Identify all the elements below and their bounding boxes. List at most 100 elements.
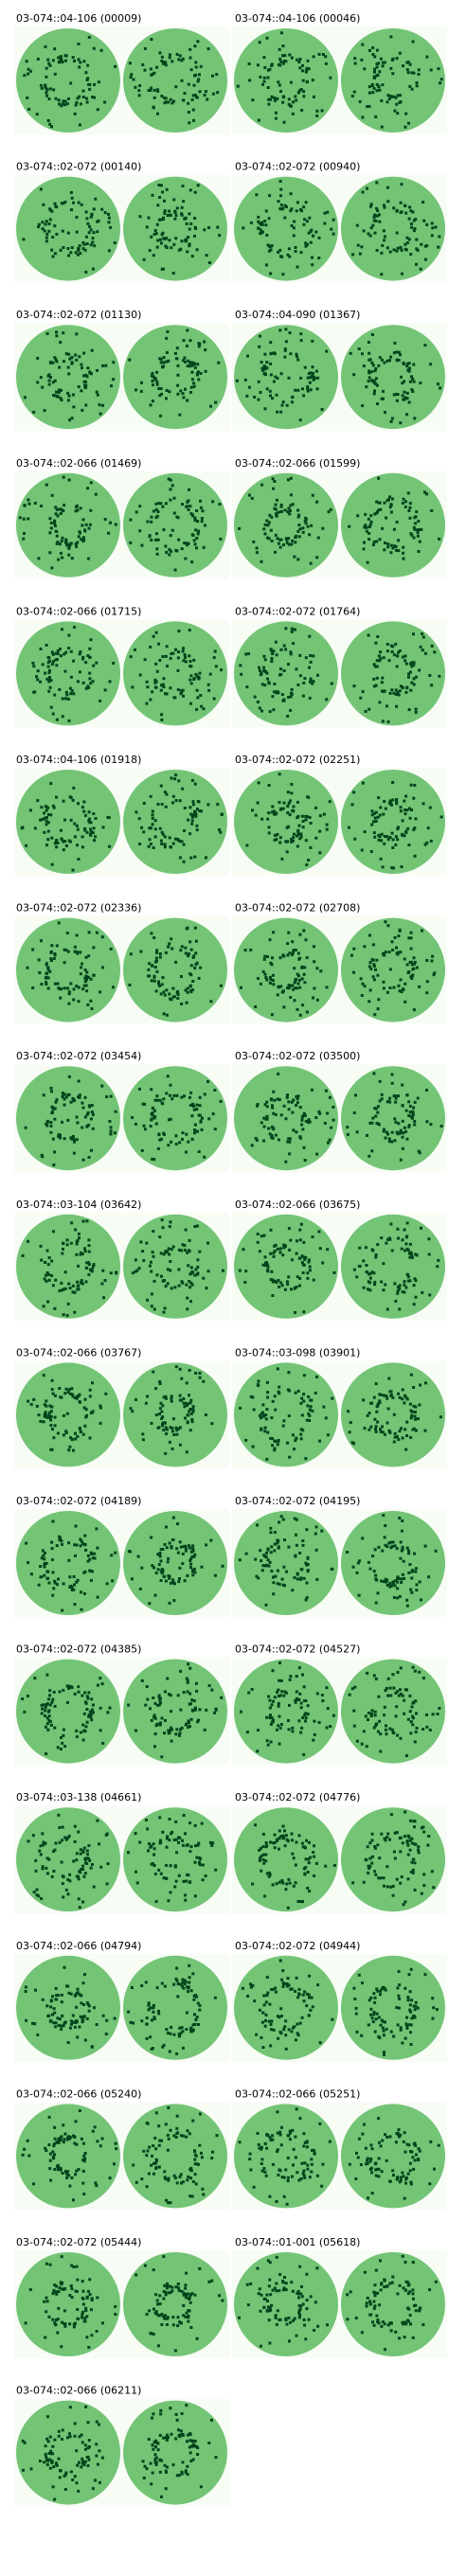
defect [412, 1106, 416, 1110]
defect [63, 1836, 67, 1839]
defect [168, 1576, 171, 1580]
defect [405, 1839, 409, 1843]
defect [83, 1872, 87, 1875]
defect [78, 123, 81, 127]
defect [278, 1880, 281, 1884]
defect [293, 1448, 296, 1451]
defect [202, 1276, 206, 1280]
defect [73, 112, 77, 115]
defect [298, 674, 302, 678]
defect [370, 1401, 374, 1405]
defect [278, 47, 281, 51]
defect [176, 997, 180, 1000]
defect [193, 1571, 197, 1574]
defect [359, 696, 363, 700]
defect [300, 966, 304, 969]
defect [389, 35, 393, 39]
defect [85, 375, 89, 379]
defect [83, 1543, 87, 1546]
defect [289, 652, 293, 656]
defect [388, 1582, 392, 1586]
defect [152, 1847, 156, 1851]
defect [141, 1432, 145, 1436]
defect [142, 1124, 146, 1128]
defect [304, 244, 308, 248]
defect [151, 1106, 154, 1110]
defect [306, 524, 310, 528]
defect [291, 808, 295, 812]
defect [91, 267, 95, 271]
defect [91, 680, 95, 684]
defect [360, 58, 364, 62]
defect [63, 54, 67, 58]
defect [388, 1096, 392, 1100]
defect [175, 1093, 179, 1097]
wafer [123, 472, 227, 577]
defect [373, 231, 377, 235]
defect [306, 1871, 310, 1874]
defect [45, 236, 48, 240]
defect [348, 1430, 351, 1434]
defect [177, 1580, 181, 1584]
panel-label: 03-074::03-104 (03642) [16, 1199, 141, 1211]
defect [185, 1150, 188, 1154]
defect [295, 98, 298, 102]
defect [170, 937, 173, 941]
defect [114, 1551, 117, 1554]
defect [286, 1140, 290, 1144]
defect [408, 84, 412, 88]
defect [430, 222, 434, 225]
defect [63, 840, 67, 843]
defect [68, 1873, 72, 1876]
defect [380, 1097, 384, 1101]
defect [87, 1123, 90, 1127]
defect [296, 515, 300, 519]
defect [389, 543, 393, 547]
defect [89, 243, 93, 247]
defect [61, 1608, 64, 1612]
defect [281, 953, 285, 957]
defect [77, 43, 81, 45]
defect [274, 375, 278, 379]
defect [249, 1395, 253, 1398]
defect [329, 1725, 332, 1728]
defect [159, 414, 162, 417]
defect [376, 1843, 380, 1847]
defect [417, 528, 421, 531]
defect [88, 1858, 92, 1862]
defect [51, 1110, 54, 1114]
defect [300, 108, 304, 112]
defect [36, 381, 40, 384]
defect [326, 1433, 330, 1437]
defect [188, 952, 190, 956]
defect [96, 368, 99, 372]
defect [405, 397, 409, 400]
defect [144, 1703, 148, 1707]
defect [409, 1435, 413, 1439]
defect [416, 531, 420, 535]
defect [54, 97, 58, 100]
defect [385, 499, 389, 503]
defect [146, 520, 150, 524]
defect [109, 1271, 113, 1275]
defect [259, 228, 262, 232]
defect [370, 361, 374, 364]
defect [61, 1120, 63, 1124]
defect [110, 384, 113, 388]
defect [287, 1728, 291, 1732]
defect [277, 1545, 280, 1549]
defect [302, 1374, 306, 1377]
defect [185, 222, 188, 225]
defect [263, 1255, 267, 1259]
defect [73, 945, 77, 949]
defect [85, 1261, 89, 1265]
defect [369, 514, 373, 518]
defect [53, 522, 57, 525]
defect [164, 654, 168, 658]
defect [415, 1429, 418, 1432]
defect [110, 1554, 114, 1557]
defect [96, 1683, 99, 1687]
defect [188, 1666, 192, 1670]
defect [279, 90, 282, 93]
defect [45, 1399, 48, 1403]
